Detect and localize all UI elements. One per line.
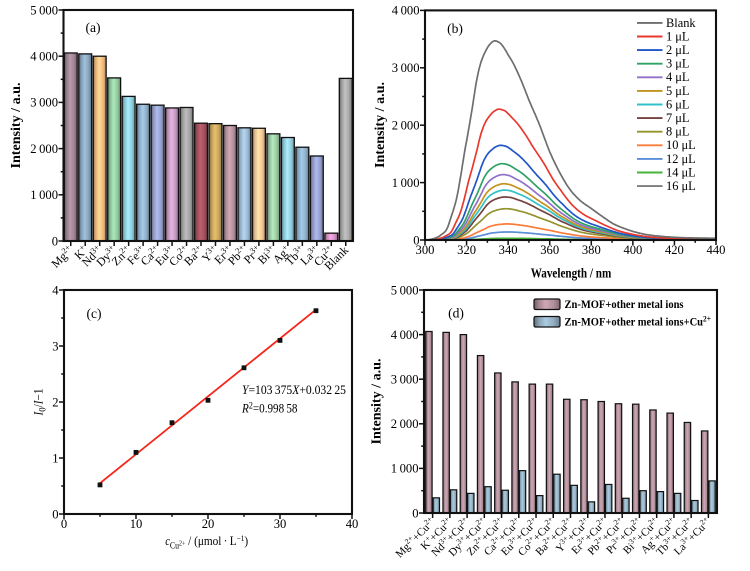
svg-text:30: 30 <box>274 517 287 531</box>
svg-text:5 μL: 5 μL <box>666 84 690 98</box>
svg-text:20: 20 <box>202 517 215 531</box>
svg-text:5 000: 5 000 <box>30 3 58 17</box>
svg-text:4 000: 4 000 <box>391 328 419 342</box>
svg-text:3: 3 <box>52 339 58 353</box>
svg-text:4: 4 <box>52 283 59 297</box>
svg-text:340: 340 <box>499 243 518 257</box>
svg-text:10 μL: 10 μL <box>666 138 696 152</box>
svg-text:Wavelength / nm: Wavelength / nm <box>531 266 612 281</box>
svg-text:440: 440 <box>707 243 726 257</box>
svg-text:(d): (d) <box>448 306 464 322</box>
svg-text:Blank: Blank <box>666 16 696 30</box>
svg-text:400: 400 <box>623 243 642 257</box>
svg-text:3 000: 3 000 <box>392 61 420 75</box>
svg-text:320: 320 <box>457 243 476 257</box>
svg-text:1 μL: 1 μL <box>666 29 690 43</box>
svg-text:0: 0 <box>52 507 58 521</box>
svg-text:0: 0 <box>52 234 58 248</box>
svg-text:(b): (b) <box>447 21 463 37</box>
svg-text:6 μL: 6 μL <box>666 97 690 111</box>
svg-text:0: 0 <box>413 233 419 247</box>
svg-text:(a): (a) <box>85 20 100 36</box>
svg-text:3 000: 3 000 <box>391 373 419 387</box>
svg-text:2 μL: 2 μL <box>666 43 690 57</box>
svg-text:300: 300 <box>416 243 435 257</box>
svg-text:(c): (c) <box>86 306 101 322</box>
svg-text:1 000: 1 000 <box>391 462 419 476</box>
svg-text:3 000: 3 000 <box>30 96 58 110</box>
svg-text:Y=103 375X+0.032 25: Y=103 375X+0.032 25 <box>242 383 346 397</box>
svg-text:5 000: 5 000 <box>391 283 419 297</box>
svg-text:380: 380 <box>582 243 601 257</box>
svg-text:4 000: 4 000 <box>30 50 58 64</box>
svg-text:cCu2+ / (μmol · L−1): cCu2+ / (μmol · L−1) <box>165 533 248 551</box>
svg-text:10: 10 <box>130 517 143 531</box>
svg-text:Zn-MOF+other metal ions: Zn-MOF+other metal ions <box>565 297 684 311</box>
svg-text:R2=0.998 58: R2=0.998 58 <box>241 401 297 416</box>
svg-text:14 μL: 14 μL <box>666 165 696 179</box>
svg-text:3 μL: 3 μL <box>666 57 690 71</box>
svg-text:12 μL: 12 μL <box>666 152 696 166</box>
svg-text:420: 420 <box>665 243 684 257</box>
svg-text:1 000: 1 000 <box>30 188 58 202</box>
svg-text:2 000: 2 000 <box>30 142 58 156</box>
svg-text:Intensity / a.u.: Intensity / a.u. <box>369 359 384 445</box>
svg-text:Intensity / a.u.: Intensity / a.u. <box>8 83 23 169</box>
svg-text:4 μL: 4 μL <box>666 70 690 84</box>
svg-text:1: 1 <box>52 451 58 465</box>
svg-text:0: 0 <box>61 517 67 531</box>
svg-text:1 000: 1 000 <box>392 176 420 190</box>
svg-text:2 000: 2 000 <box>392 119 420 133</box>
svg-text:0: 0 <box>412 506 418 520</box>
svg-text:I0/I−1: I0/I−1 <box>32 389 49 417</box>
svg-text:2: 2 <box>52 395 58 409</box>
svg-text:40: 40 <box>346 517 359 531</box>
svg-text:16 μL: 16 μL <box>666 179 696 193</box>
svg-text:Intensity / a.u.: Intensity / a.u. <box>372 82 387 168</box>
svg-text:7 μL: 7 μL <box>666 111 690 125</box>
svg-text:360: 360 <box>540 243 559 257</box>
svg-text:Zn-MOF+other metal ions+Cu2+: Zn-MOF+other metal ions+Cu2+ <box>565 313 712 328</box>
svg-text:2 000: 2 000 <box>391 417 419 431</box>
svg-text:8 μL: 8 μL <box>666 125 690 139</box>
svg-text:4 000: 4 000 <box>392 4 420 18</box>
